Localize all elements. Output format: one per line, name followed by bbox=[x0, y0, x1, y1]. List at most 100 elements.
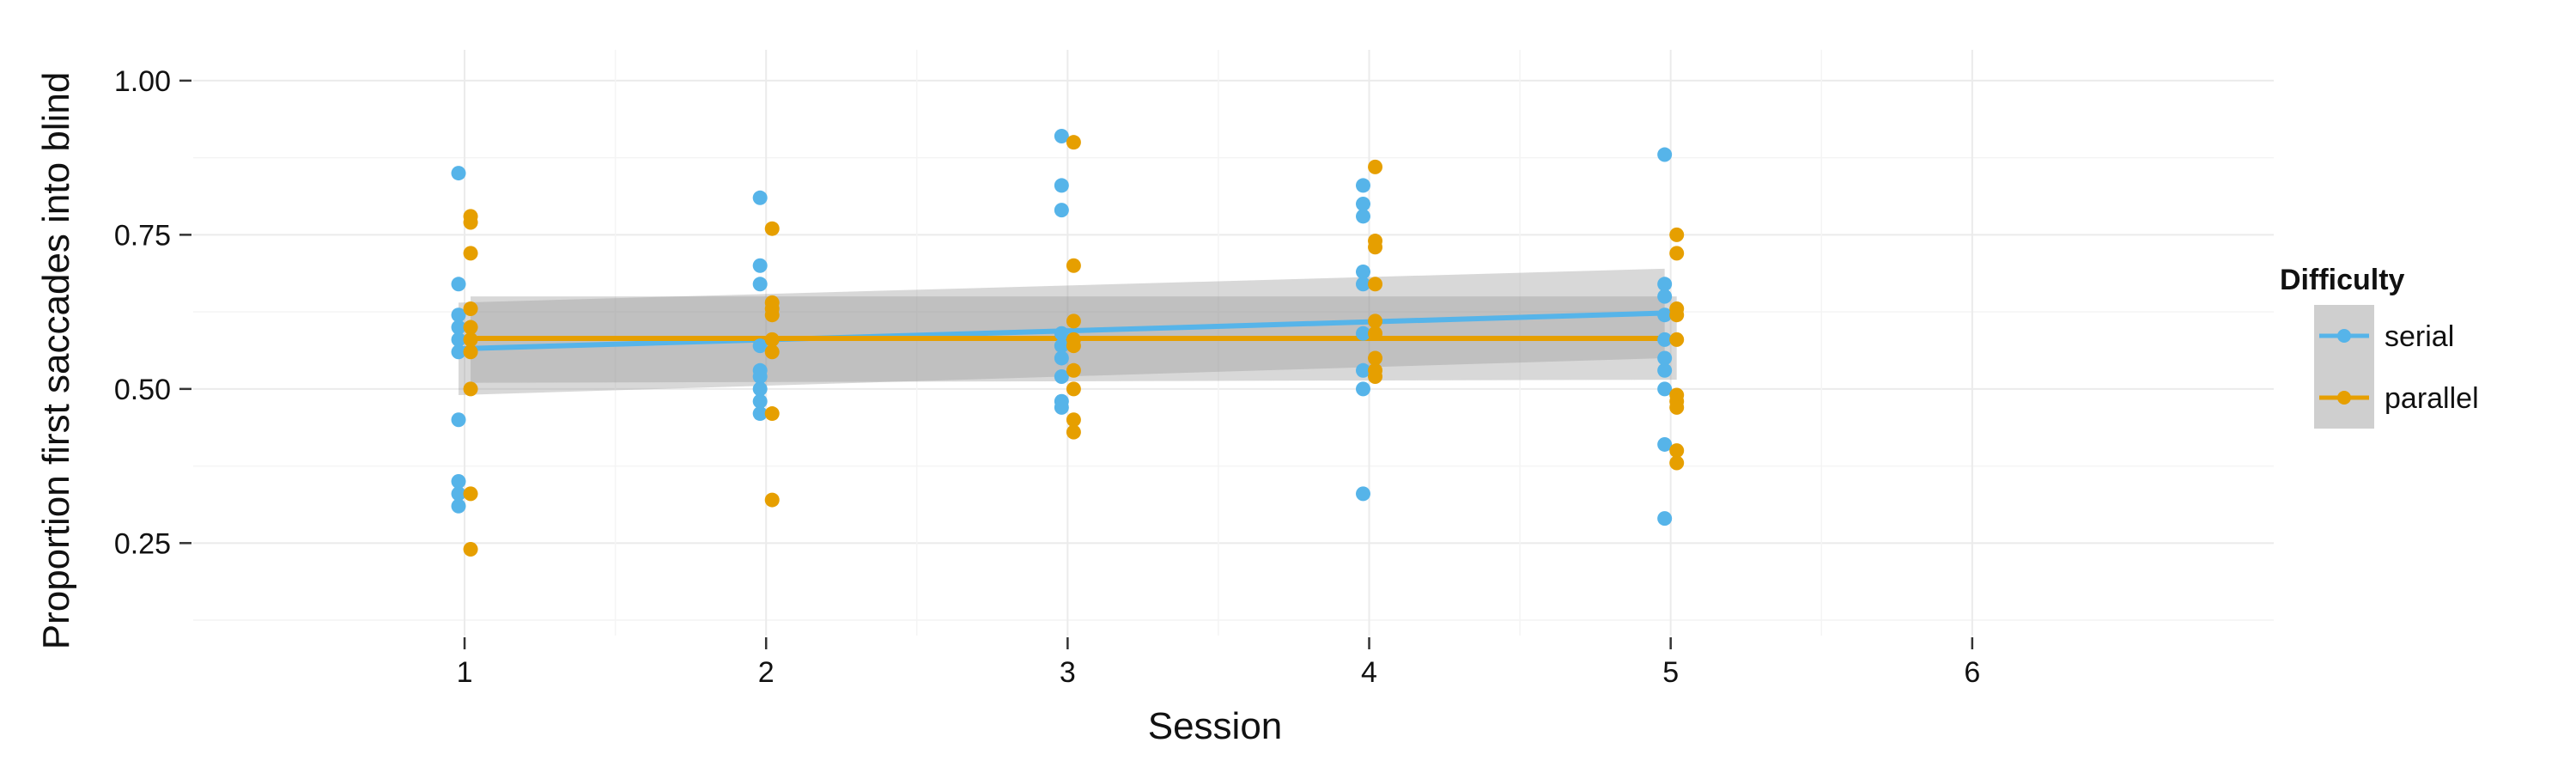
data-point-serial bbox=[1355, 277, 1370, 292]
x-tick-label: 5 bbox=[1662, 656, 1679, 689]
data-point-serial bbox=[1355, 196, 1370, 211]
data-point-serial bbox=[1657, 277, 1673, 292]
data-point-serial bbox=[1355, 362, 1370, 378]
data-point-serial bbox=[1355, 381, 1370, 397]
data-point-parallel bbox=[1669, 307, 1685, 323]
data-point-serial bbox=[1054, 399, 1069, 415]
legend-label-serial: serial bbox=[2385, 320, 2454, 353]
data-point-serial bbox=[1054, 129, 1069, 144]
legend-title: Difficulty bbox=[2280, 264, 2405, 296]
data-point-parallel bbox=[463, 320, 478, 335]
data-point-parallel bbox=[764, 307, 780, 323]
data-point-parallel bbox=[463, 486, 478, 502]
data-point-parallel bbox=[1066, 338, 1081, 354]
data-point-parallel bbox=[1368, 240, 1383, 255]
data-point-serial bbox=[1054, 338, 1069, 354]
data-point-serial bbox=[1054, 326, 1069, 341]
data-point-parallel bbox=[463, 332, 478, 347]
data-point-parallel bbox=[1066, 424, 1081, 440]
data-point-serial bbox=[752, 338, 768, 354]
data-point-parallel bbox=[1066, 412, 1081, 428]
data-point-parallel bbox=[1066, 135, 1081, 150]
data-point-serial bbox=[1657, 147, 1673, 162]
data-point-serial bbox=[451, 320, 466, 335]
data-point-parallel bbox=[1368, 368, 1383, 384]
data-point-parallel bbox=[764, 406, 780, 422]
data-point-parallel bbox=[764, 332, 780, 347]
data-point-parallel bbox=[1669, 399, 1685, 415]
data-point-parallel bbox=[1368, 277, 1383, 292]
data-point-parallel bbox=[1669, 246, 1685, 261]
data-point-parallel bbox=[1066, 362, 1081, 378]
data-points bbox=[451, 129, 1685, 557]
data-point-serial bbox=[1657, 289, 1673, 304]
data-point-serial bbox=[1355, 178, 1370, 193]
data-point-parallel bbox=[463, 246, 478, 261]
y-tick-label: 0.75 bbox=[114, 219, 171, 252]
data-point-serial bbox=[1657, 350, 1673, 366]
data-point-serial bbox=[451, 474, 466, 490]
data-point-parallel bbox=[1368, 313, 1383, 329]
data-point-parallel bbox=[463, 301, 478, 317]
data-point-serial bbox=[1657, 511, 1673, 526]
data-point-serial bbox=[451, 412, 466, 428]
data-point-serial bbox=[752, 393, 768, 409]
axes: 1.00 0.75 0.50 0.25 1 2 3 4 5 6 bbox=[114, 65, 1980, 689]
data-point-parallel bbox=[1669, 227, 1685, 242]
data-point-serial bbox=[1657, 436, 1673, 452]
data-point-serial bbox=[1355, 264, 1370, 279]
y-tick-label: 1.00 bbox=[114, 65, 171, 98]
data-point-parallel bbox=[764, 492, 780, 508]
data-point-serial bbox=[451, 344, 466, 360]
data-point-serial bbox=[752, 277, 768, 292]
data-point-parallel bbox=[764, 221, 780, 236]
data-point-serial bbox=[1355, 209, 1370, 224]
data-point-parallel bbox=[1066, 258, 1081, 273]
data-point-parallel bbox=[463, 344, 478, 360]
data-point-serial bbox=[451, 277, 466, 292]
y-axis-title: Proportion first saccades into blind bbox=[35, 72, 77, 650]
data-point-serial bbox=[752, 368, 768, 384]
data-point-serial bbox=[1054, 350, 1069, 366]
x-axis-title: Session bbox=[1148, 705, 1283, 747]
data-point-serial bbox=[451, 166, 466, 181]
data-point-parallel bbox=[1368, 326, 1383, 341]
data-point-serial bbox=[1657, 362, 1673, 378]
data-point-serial bbox=[1355, 486, 1370, 502]
data-point-parallel bbox=[1669, 443, 1685, 459]
data-point-serial bbox=[1054, 368, 1069, 384]
y-tick-label: 0.50 bbox=[114, 374, 171, 406]
x-tick-label: 6 bbox=[1964, 656, 1980, 689]
data-point-parallel bbox=[1066, 381, 1081, 397]
legend-label-parallel: parallel bbox=[2385, 382, 2479, 415]
data-point-serial bbox=[451, 307, 466, 323]
data-point-parallel bbox=[1669, 455, 1685, 471]
data-point-serial bbox=[752, 190, 768, 205]
data-point-serial bbox=[451, 498, 466, 514]
y-tick-label: 0.25 bbox=[114, 527, 171, 560]
data-point-serial bbox=[1657, 381, 1673, 397]
data-point-serial bbox=[752, 258, 768, 273]
data-point-parallel bbox=[1066, 313, 1081, 329]
data-point-serial bbox=[752, 381, 768, 397]
legend-key-point-serial bbox=[2337, 329, 2351, 343]
data-point-serial bbox=[1657, 332, 1673, 347]
x-tick-label: 2 bbox=[758, 656, 775, 689]
data-point-serial bbox=[1657, 307, 1673, 323]
x-tick-label: 1 bbox=[457, 656, 473, 689]
data-point-parallel bbox=[1368, 159, 1383, 174]
data-point-parallel bbox=[463, 215, 478, 230]
data-point-parallel bbox=[764, 344, 780, 360]
legend: Difficulty serial parallel bbox=[2280, 264, 2479, 429]
data-point-serial bbox=[1054, 178, 1069, 193]
legend-key-point-parallel bbox=[2337, 391, 2351, 405]
data-point-serial bbox=[451, 332, 466, 347]
x-tick-label: 4 bbox=[1361, 656, 1377, 689]
data-point-parallel bbox=[1669, 332, 1685, 347]
data-point-parallel bbox=[463, 381, 478, 397]
data-point-serial bbox=[451, 486, 466, 502]
data-point-serial bbox=[752, 406, 768, 422]
data-point-serial bbox=[1355, 326, 1370, 341]
data-point-serial bbox=[1054, 203, 1069, 218]
